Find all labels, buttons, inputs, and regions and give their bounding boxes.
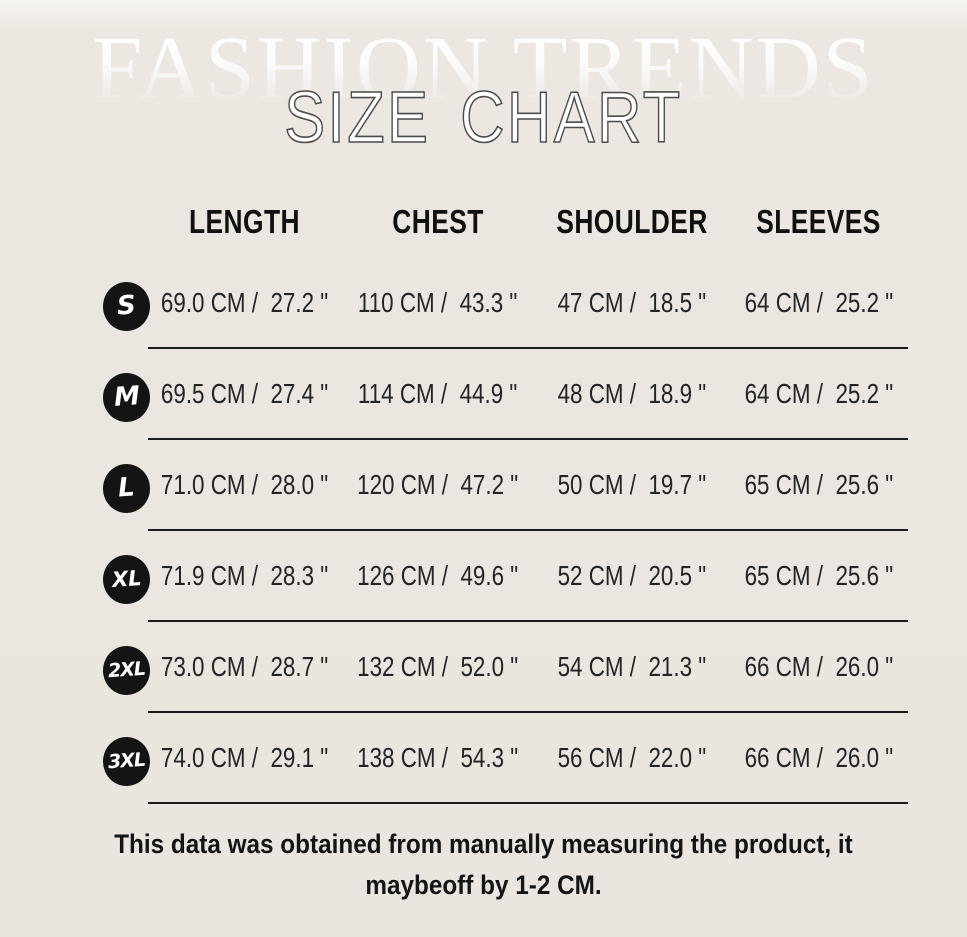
table-header-row: LENGTH CHEST SHOULDER SLEEVES: [148, 186, 908, 258]
measurement-cell: 74.0 CM / 29.1 ": [160, 741, 329, 773]
table-row: S 69.0 CM / 27.2 " 110 CM / 43.3 " 47 CM…: [103, 258, 908, 349]
measurement-cell: 48 CM / 18.9 ": [557, 377, 707, 409]
footer-note: This data was obtained from manually mea…: [0, 824, 967, 906]
size-badge-label: M: [112, 381, 141, 413]
measurement-cell: 71.0 CM / 28.0 ": [160, 468, 329, 500]
measurement-cell: 64 CM / 25.2 ": [744, 286, 893, 318]
measurement-cell: 66 CM / 26.0 ": [744, 650, 893, 682]
measurement-cell: 56 CM / 22.0 ": [557, 741, 707, 773]
column-header-chest: CHEST: [392, 203, 484, 240]
measurement-cell: 138 CM / 54.3 ": [357, 741, 519, 773]
measurement-cell: 47 CM / 18.5 ": [557, 286, 707, 318]
measurement-cell: 126 CM / 49.6 ": [357, 559, 519, 591]
size-badge: S: [103, 281, 150, 331]
measurement-cell: 54 CM / 21.3 ": [557, 650, 707, 682]
measurement-cell: 65 CM / 25.6 ": [744, 468, 893, 500]
size-badge-label: L: [117, 472, 136, 504]
measurement-cell: 69.0 CM / 27.2 ": [160, 286, 329, 318]
column-header-length: LENGTH: [189, 203, 300, 240]
measurement-cell: 120 CM / 47.2 ": [357, 468, 519, 500]
page-title: SIZE CHART: [284, 78, 683, 158]
measurement-cell: 71.9 CM / 28.3 ": [160, 559, 329, 591]
table-row: 3XL 74.0 CM / 29.1 " 138 CM / 54.3 " 56 …: [103, 713, 908, 804]
size-badge-label: S: [116, 290, 137, 322]
table-row: 2XL 73.0 CM / 28.7 " 132 CM / 52.0 " 54 …: [103, 622, 908, 713]
measurement-cell: 66 CM / 26.0 ": [744, 741, 893, 773]
size-badge: XL: [103, 554, 150, 604]
measurement-cell: 65 CM / 25.6 ": [744, 559, 893, 591]
table-row: XL 71.9 CM / 28.3 " 126 CM / 49.6 " 52 C…: [103, 531, 908, 622]
table-row: L 71.0 CM / 28.0 " 120 CM / 47.2 " 50 CM…: [103, 440, 908, 531]
size-table: LENGTH CHEST SHOULDER SLEEVES S 69.0 CM …: [103, 186, 908, 804]
measurement-cell: 52 CM / 20.5 ": [557, 559, 707, 591]
measurement-cell: 73.0 CM / 28.7 ": [160, 650, 329, 682]
size-badge-label: 3XL: [107, 748, 146, 774]
measurement-cell: 114 CM / 44.9 ": [358, 377, 518, 409]
size-badge: 3XL: [103, 736, 150, 786]
table-row: M 69.5 CM / 27.4 " 114 CM / 44.9 " 48 CM…: [103, 349, 908, 440]
measurement-cell: 110 CM / 43.3 ": [358, 286, 518, 318]
size-badge: M: [103, 372, 150, 422]
size-badge-label: 2XL: [107, 657, 146, 683]
size-badge-label: XL: [110, 565, 143, 593]
column-header-sleeves: SLEEVES: [756, 203, 881, 240]
watermark-text: FASHION TRENDS: [0, 24, 967, 114]
column-header-shoulder: SHOULDER: [556, 203, 708, 240]
footer-line-2: maybeoff by 1-2 CM.: [365, 870, 602, 900]
size-badge: 2XL: [103, 645, 150, 695]
measurement-cell: 50 CM / 19.7 ": [557, 468, 707, 500]
measurement-cell: 69.5 CM / 27.4 ": [160, 377, 329, 409]
measurement-cell: 132 CM / 52.0 ": [357, 650, 519, 682]
size-badge: L: [103, 463, 150, 513]
measurement-cell: 64 CM / 25.2 ": [744, 377, 893, 409]
footer-line-1: This data was obtained from manually mea…: [114, 829, 853, 859]
